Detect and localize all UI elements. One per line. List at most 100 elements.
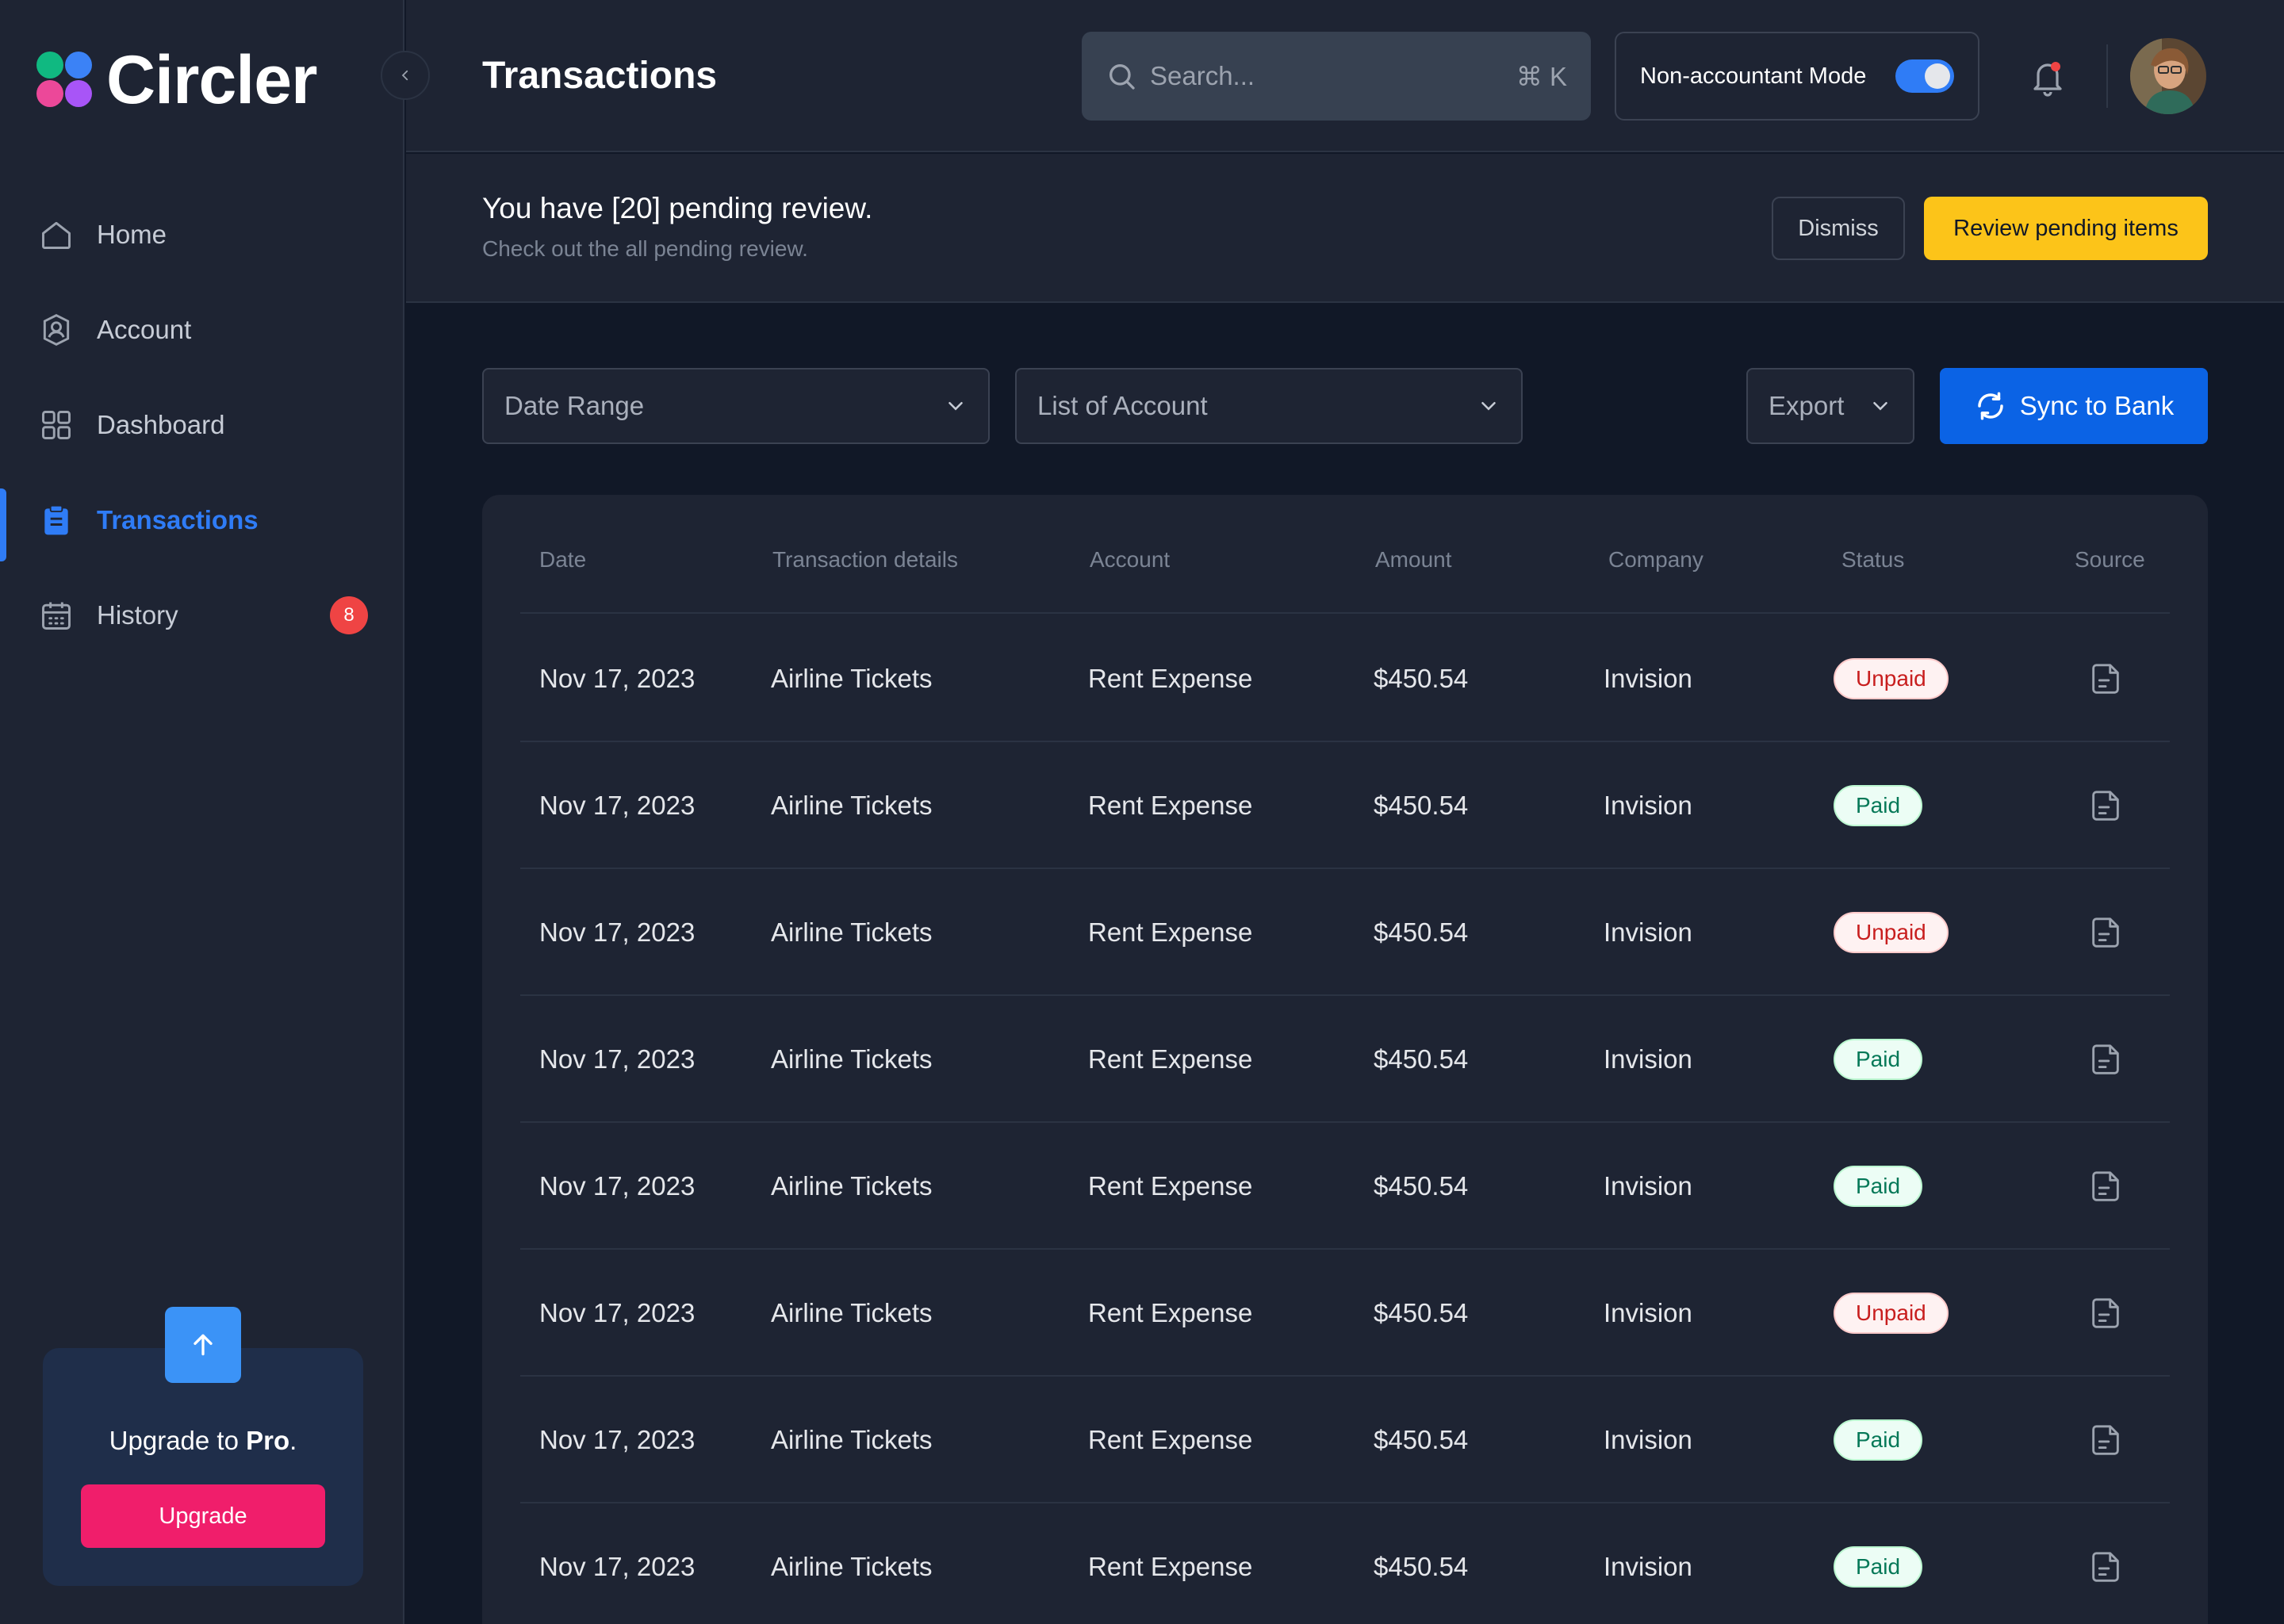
chevron-down-icon [1481,402,1496,411]
document-icon [2092,1044,2119,1074]
collapse-sidebar-button[interactable] [381,51,430,100]
cell-date: Nov 17, 2023 [539,1425,696,1454]
sidebar-item-dashboard[interactable]: Dashboard [0,377,404,473]
cell-transaction-details: Airline Tickets [771,917,933,947]
source-document-button[interactable] [2087,996,2124,1123]
source-document-button[interactable] [2087,615,2124,742]
cell-date: Nov 17, 2023 [539,1171,696,1201]
review-pending-button[interactable]: Review pending items [1924,197,2208,260]
table-row[interactable]: Nov 17, 2023 Airline Tickets Rent Expense $… [520,742,2170,869]
document-icon [2092,1171,2119,1201]
cell-company: Invision [1604,1552,1692,1581]
chevron-left-icon [401,70,408,81]
cell-amount: $450.54 [1374,791,1469,820]
search-placeholder: Search... [1150,61,1255,90]
sidebar-item-label: Dashboard [97,410,225,439]
cell-date: Nov 17, 2023 [539,1044,696,1074]
cell-account: Rent Expense [1088,1298,1253,1327]
sync-to-bank-button[interactable]: Sync to Bank [1940,368,2208,444]
column-header-account[interactable]: Account [1090,547,1171,572]
cell-account: Rent Expense [1088,1044,1253,1074]
date-range-select[interactable]: Date Range [482,368,990,444]
sidebar-item-home[interactable]: Home [0,187,404,282]
upgrade-card: Upgrade to Pro. Upgrade [43,1307,363,1586]
column-header-details[interactable]: Transaction details [772,547,958,572]
source-document-button[interactable] [2087,1123,2124,1250]
column-header-status[interactable]: Status [1841,547,1905,572]
app-logo[interactable]: Circler [36,46,317,114]
column-header-company[interactable]: Company [1608,547,1703,572]
cell-account: Rent Expense [1088,664,1253,693]
cell-transaction-details: Airline Tickets [771,1171,933,1201]
user-avatar[interactable] [2130,38,2206,114]
cell-account: Rent Expense [1088,1425,1253,1454]
clipboard-icon [38,502,75,538]
cell-amount: $450.54 [1374,1044,1469,1074]
top-header: Transactions Search... ⌘ K Non-accountan… [406,0,2284,152]
sidebar-item-history[interactable]: History 8 [0,568,404,663]
cell-amount: $450.54 [1374,664,1469,693]
document-icon [2092,1552,2119,1582]
home-icon [38,216,75,253]
source-document-button[interactable] [2087,1250,2124,1377]
user-shield-icon [38,312,75,348]
cell-amount: $450.54 [1374,917,1469,947]
column-header-amount[interactable]: Amount [1375,547,1452,572]
dismiss-button[interactable]: Dismiss [1772,197,1905,260]
table-row[interactable]: Nov 17, 2023 Airline Tickets Rent Expense $… [520,615,2170,742]
cell-status: Paid [1834,742,1923,869]
cell-status: Paid [1834,1503,1923,1624]
column-header-source[interactable]: Source [2075,547,2145,572]
table-row[interactable]: Nov 17, 2023 Airline Tickets Rent Expense $… [520,1503,2170,1624]
table-row[interactable]: Nov 17, 2023 Airline Tickets Rent Expense $… [520,869,2170,996]
source-document-button[interactable] [2087,742,2124,869]
status-badge: Paid [1834,1166,1923,1207]
cell-account: Rent Expense [1088,917,1253,947]
search-shortcut-hint: ⌘ K [1516,61,1567,91]
sidebar-item-label: Transactions [97,505,259,534]
cell-amount: $450.54 [1374,1298,1469,1327]
source-document-button[interactable] [2087,869,2124,996]
cell-company: Invision [1604,1044,1692,1074]
notifications-button[interactable] [2024,54,2071,102]
account-list-select[interactable]: List of Account [1015,368,1523,444]
pending-review-banner: You have [20] pending review. Check out … [406,154,2284,303]
cell-transaction-details: Airline Tickets [771,664,933,693]
chevron-down-icon [948,402,963,411]
cell-company: Invision [1604,1298,1692,1327]
sidebar-nav: Home Account Dashboard Transactions Hist… [0,187,404,663]
document-icon [2092,1425,2119,1455]
table-row[interactable]: Nov 17, 2023 Airline Tickets Rent Expense $… [520,996,2170,1123]
cell-company: Invision [1604,1425,1692,1454]
cell-transaction-details: Airline Tickets [771,791,933,820]
export-dropdown-button[interactable]: Export [1746,368,1914,444]
grid-icon [38,407,75,443]
source-document-button[interactable] [2087,1377,2124,1503]
non-accountant-mode-control: Non-accountant Mode [1615,32,1979,121]
upgrade-button[interactable]: Upgrade [81,1484,325,1548]
table-row[interactable]: Nov 17, 2023 Airline Tickets Rent Expense $… [520,1250,2170,1377]
cell-status: Paid [1834,1377,1923,1503]
cell-account: Rent Expense [1088,1171,1253,1201]
status-badge: Paid [1834,1419,1923,1461]
app-name: Circler [106,42,317,118]
mode-toggle[interactable] [1895,59,1954,93]
table-row[interactable]: Nov 17, 2023 Airline Tickets Rent Expense $… [520,1123,2170,1250]
cell-account: Rent Expense [1088,791,1253,820]
cell-transaction-details: Airline Tickets [771,1298,933,1327]
sidebar-item-transactions[interactable]: Transactions [0,473,404,568]
sidebar-item-account[interactable]: Account [0,282,404,377]
source-document-button[interactable] [2087,1503,2124,1624]
status-badge: Paid [1834,1546,1923,1588]
status-badge: Unpaid [1834,912,1949,953]
search-input[interactable]: Search... ⌘ K [1082,32,1591,121]
chevron-down-icon [1873,402,1887,411]
table-row[interactable]: Nov 17, 2023 Airline Tickets Rent Expense $… [520,1377,2170,1503]
column-header-date[interactable]: Date [539,547,587,572]
cell-account: Rent Expense [1088,1552,1253,1581]
cell-date: Nov 17, 2023 [539,1298,696,1327]
document-icon [2092,664,2119,694]
cell-status: Paid [1834,1123,1923,1250]
status-badge: Unpaid [1834,1293,1949,1334]
cell-status: Unpaid [1834,869,1949,996]
